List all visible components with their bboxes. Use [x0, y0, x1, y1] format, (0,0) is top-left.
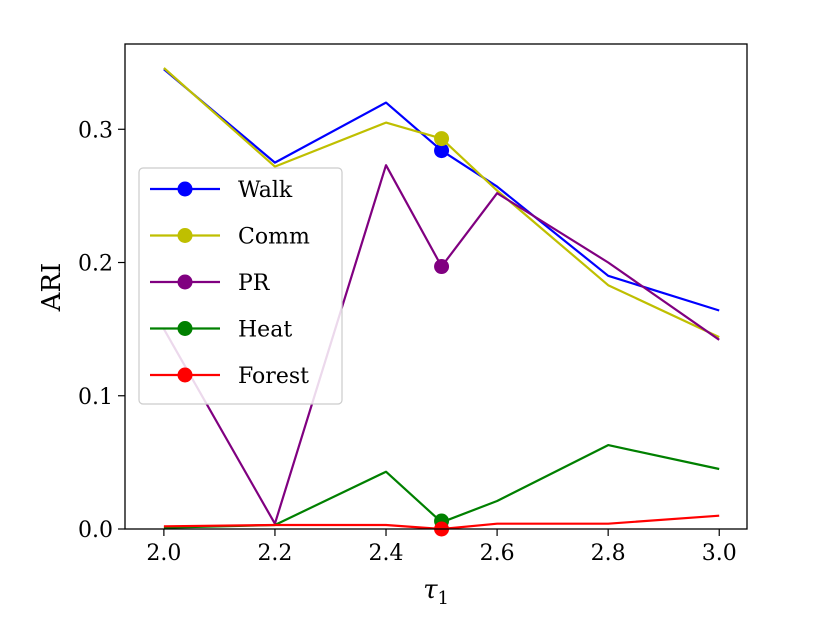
legend-label-heat: Heat [238, 318, 292, 343]
y-axis-label: ARI [37, 263, 67, 313]
legend-label-walk: Walk [238, 178, 293, 203]
legend-marker-heat [177, 321, 193, 336]
x-tick-label: 3.0 [702, 541, 737, 566]
legend-box [138, 167, 343, 405]
y-tick-label: 0.3 [78, 118, 113, 143]
legend-entry-walk: Walk [150, 178, 293, 203]
plot-frame [124, 43, 748, 530]
legend-entries: Walk Comm PR Heat Forest [150, 178, 310, 389]
x-tick-label: 2.4 [369, 541, 404, 566]
x-tick-label: 2.0 [146, 541, 181, 566]
marker-layer [434, 131, 450, 537]
legend-marker-walk [177, 181, 193, 197]
x-tick-label: 2.2 [257, 541, 292, 566]
y-tick-label: 0.1 [78, 385, 113, 410]
legend: Walk Comm PR Heat Forest [138, 167, 343, 405]
series-marker-comm [434, 131, 450, 147]
y-tick-label: 0.0 [78, 518, 113, 543]
legend-entry-heat: Heat [150, 318, 292, 343]
x-axis-label: τ1 [423, 575, 449, 609]
legend-marker-pr [177, 274, 193, 290]
series-marker-pr [434, 259, 450, 275]
x-axis-label-subscript: 1 [437, 588, 448, 609]
ticks-layer: 2.0 2.2 2.4 2.6 2.8 3.0 0.0 0.1 0.2 0.3 [78, 118, 737, 566]
series-marker-walk [434, 143, 450, 159]
legend-entry-comm: Comm [150, 225, 310, 250]
legend-label-pr: PR [238, 271, 271, 296]
x-axis-label-symbol: τ [423, 575, 438, 605]
legend-entry-pr: PR [150, 271, 271, 296]
legend-label-comm: Comm [238, 225, 310, 250]
legend-marker-comm [177, 228, 193, 243]
x-tick-label: 2.6 [480, 541, 515, 566]
y-tick-label: 0.2 [78, 252, 113, 277]
x-tick-label: 2.8 [591, 541, 626, 566]
legend-entry-forest: Forest [150, 364, 309, 389]
legend-marker-forest [177, 367, 193, 383]
legend-label-forest: Forest [238, 364, 309, 389]
